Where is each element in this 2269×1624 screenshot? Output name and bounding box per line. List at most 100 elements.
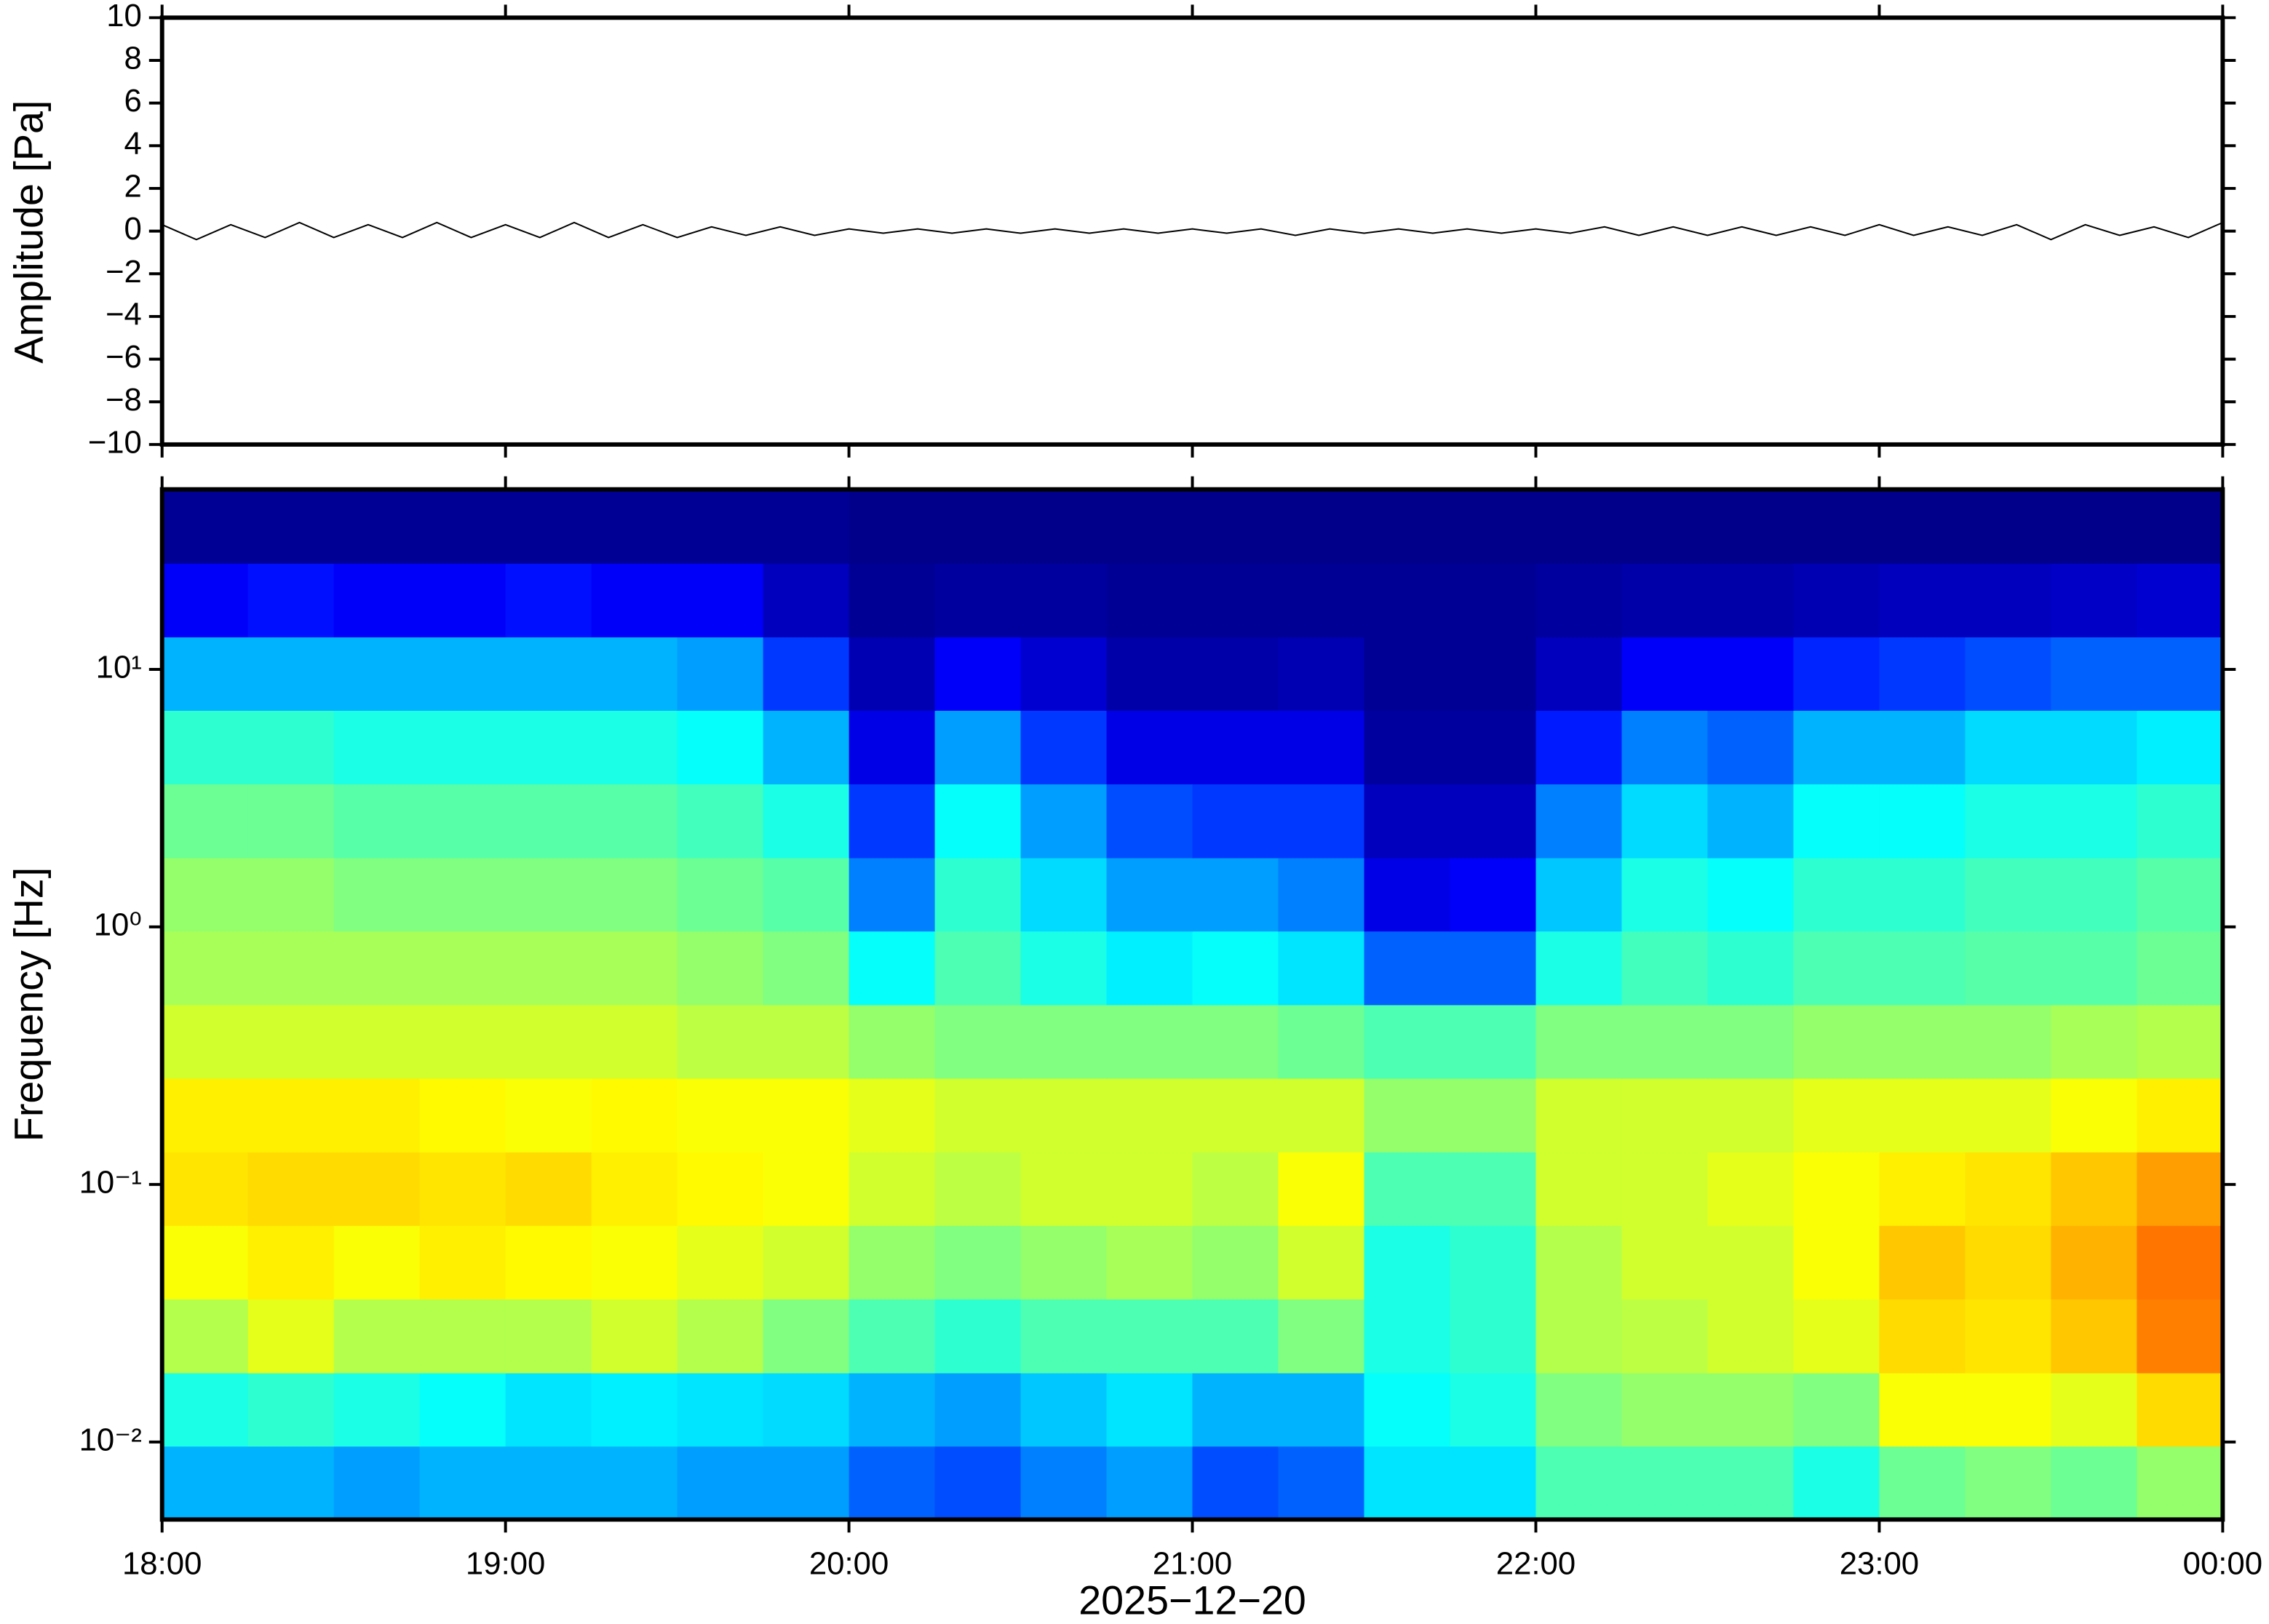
heatmap-cell	[763, 1004, 850, 1079]
heatmap-cell	[591, 1372, 678, 1447]
heatmap-cell	[1278, 1151, 1365, 1226]
heatmap-cell	[677, 1004, 764, 1079]
heatmap-cell	[419, 1225, 506, 1299]
heatmap-cell	[1106, 931, 1193, 1006]
heatmap-cell	[2051, 1372, 2138, 1447]
heatmap-cell	[934, 636, 1022, 711]
heatmap-cell	[1450, 1298, 1537, 1374]
heatmap-cell	[333, 857, 421, 932]
heatmap-cell	[1278, 709, 1365, 785]
heatmap-cell	[1535, 489, 1623, 564]
heatmap-cell	[934, 1078, 1022, 1153]
heatmap-cell	[333, 1446, 421, 1521]
y-tick-label: 10	[106, 0, 142, 33]
y-tick-label: −8	[106, 382, 142, 418]
heatmap-cell	[1965, 1225, 2052, 1299]
heatmap-cell	[2137, 489, 2224, 564]
heatmap-cell	[419, 489, 506, 564]
heatmap-cell	[1278, 1078, 1365, 1153]
heatmap-cell	[934, 857, 1022, 932]
heatmap-cell	[1879, 489, 1966, 564]
heatmap-cell	[505, 1078, 592, 1153]
heatmap-cell	[1535, 1372, 1623, 1447]
heatmap-cell	[1793, 1151, 1880, 1226]
heatmap-cell	[1965, 1004, 2052, 1079]
heatmap-cell	[1879, 562, 1966, 637]
heatmap-cell	[1192, 931, 1279, 1006]
heatmap-cell	[1020, 636, 1108, 711]
heatmap-cell	[1106, 1298, 1193, 1374]
heatmap-cell	[1192, 489, 1279, 564]
heatmap-cell	[763, 1151, 850, 1226]
heatmap-cell	[333, 1298, 421, 1374]
heatmap-cell	[934, 1298, 1022, 1374]
heatmap-cell	[1278, 562, 1365, 637]
heatmap-cell	[1106, 1446, 1193, 1521]
heatmap-cell	[1965, 636, 2052, 711]
heatmap-cell	[1364, 931, 1451, 1006]
heatmap-cell	[1192, 1372, 1279, 1447]
heatmap-cell	[1535, 1298, 1623, 1374]
heatmap-cell	[1192, 1078, 1279, 1153]
heatmap-cell	[1707, 709, 1795, 785]
heatmap-cell	[763, 1446, 850, 1521]
heatmap-cell	[1535, 784, 1623, 859]
heatmap-cell	[1020, 709, 1108, 785]
heatmap-cell	[849, 1298, 936, 1374]
heatmap-cell	[2137, 1372, 2224, 1447]
heatmap-cell	[1793, 931, 1880, 1006]
heatmap-cell	[1535, 1151, 1623, 1226]
heatmap-cell	[1364, 1298, 1451, 1374]
heatmap-cell	[162, 1151, 249, 1226]
x-tick-label: 18:00	[122, 1546, 202, 1582]
heatmap-cell	[505, 636, 592, 711]
heatmap-cell	[677, 562, 764, 637]
heatmap-cell	[934, 931, 1022, 1006]
heatmap-cell	[162, 636, 249, 711]
heatmap-cell	[1106, 709, 1193, 785]
y-tick-label: 0	[124, 211, 142, 247]
heatmap-cell	[2051, 562, 2138, 637]
heatmap-cell	[1192, 1446, 1279, 1521]
heatmap-cell	[1793, 857, 1880, 932]
heatmap-cell	[2137, 1078, 2224, 1153]
heatmap-cell	[505, 709, 592, 785]
heatmap-cell	[1707, 857, 1795, 932]
heatmap-cell	[1621, 636, 1709, 711]
heatmap-cell	[591, 1225, 678, 1299]
waveform	[162, 221, 2223, 241]
heatmap-cell	[1020, 1298, 1108, 1374]
heatmap-cell	[505, 931, 592, 1006]
heatmap-cell	[162, 1225, 249, 1299]
heatmap-cell	[1793, 636, 1880, 711]
heatmap-cell	[2137, 1004, 2224, 1079]
heatmap-cell	[1621, 857, 1709, 932]
heatmap-cell	[1965, 1151, 2052, 1226]
heatmap-cell	[505, 1004, 592, 1079]
x-tick-label: 23:00	[1840, 1546, 1919, 1582]
heatmap-cell	[763, 562, 850, 637]
heatmap-cell	[1106, 784, 1193, 859]
heatmap-cell	[1450, 1372, 1537, 1447]
heatmap-cell	[1965, 562, 2052, 637]
heatmap-cell	[247, 1298, 335, 1374]
heatmap-cell	[934, 784, 1022, 859]
heatmap-cell	[1192, 636, 1279, 711]
heatmap-cell	[247, 1446, 335, 1521]
heatmap-cell	[333, 784, 421, 859]
heatmap-cell	[1621, 1151, 1709, 1226]
heatmap-cell	[1879, 709, 1966, 785]
y-tick-label: 10⁻¹	[79, 1164, 142, 1200]
heatmap-cell	[1879, 1372, 1966, 1447]
heatmap-cell	[505, 1151, 592, 1226]
heatmap-cell	[162, 1298, 249, 1374]
heatmap-cell	[1965, 489, 2052, 564]
heatmap-cell	[677, 784, 764, 859]
heatmap-cell	[677, 1151, 764, 1226]
heatmap-cell	[1621, 709, 1709, 785]
y-tick-label: 10¹	[96, 650, 142, 685]
heatmap-cell	[591, 857, 678, 932]
heatmap-cell	[677, 857, 764, 932]
y-tick-label: 4	[124, 126, 142, 162]
heatmap-cell	[763, 1298, 850, 1374]
